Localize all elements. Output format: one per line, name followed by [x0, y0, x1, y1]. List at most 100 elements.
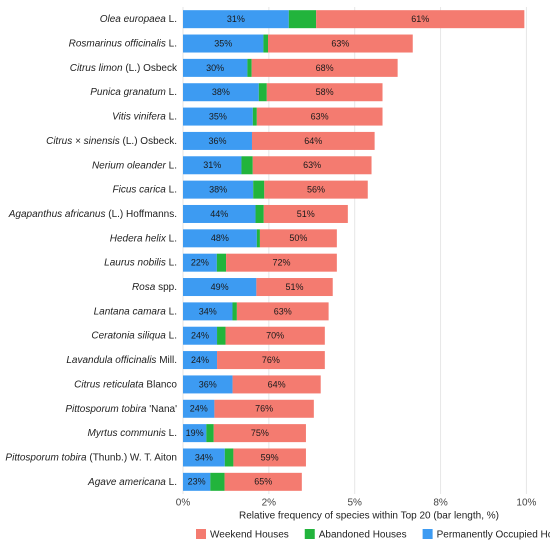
value-label: 59%	[261, 452, 279, 462]
bar-segment	[252, 156, 372, 175]
value-label: 34%	[199, 306, 217, 316]
bar-segment	[251, 58, 398, 77]
x-tick-label: 10%	[516, 498, 536, 509]
value-label: 76%	[262, 355, 280, 365]
x-axis-title: Relative frequency of species within Top…	[239, 511, 499, 522]
value-label: 38%	[209, 185, 227, 195]
bar-segment	[263, 34, 269, 53]
taxon: Ficus carica	[113, 184, 167, 195]
authority: L.	[169, 160, 177, 171]
category-label: Laurus nobilis L.	[104, 257, 177, 268]
bar-segment	[251, 131, 375, 150]
bar-segment	[232, 375, 321, 394]
x-tick-label: 2%	[262, 498, 277, 509]
bar-segment	[183, 58, 248, 77]
x-tick-label: 8%	[433, 498, 448, 509]
category-label: Citrus × sinensis (L.) Osbeck.	[46, 136, 177, 147]
value-label: 75%	[251, 428, 269, 438]
category-label: Rosa spp.	[132, 282, 177, 293]
authority: L.	[169, 330, 177, 341]
bar-segment	[225, 326, 325, 345]
category-label: Punica granatum L.	[90, 87, 177, 98]
legend-swatch	[422, 529, 433, 539]
bar-segment	[233, 448, 306, 467]
value-label: 49%	[211, 282, 229, 292]
value-label: 51%	[297, 209, 315, 219]
legend-label: Permanently Occupied Houses	[437, 530, 550, 541]
bar-segment	[183, 156, 242, 175]
taxon: Laurus nobilis	[104, 257, 166, 268]
authority: (L.) Osbeck.	[123, 136, 177, 147]
bar-segment	[183, 204, 256, 223]
value-label: 19%	[186, 428, 204, 438]
category-label: Lavandula officinalis Mill.	[66, 355, 177, 366]
value-label: 31%	[227, 14, 245, 24]
bar-segment	[226, 253, 337, 272]
value-label: 23%	[188, 477, 206, 487]
bar-segment	[183, 326, 218, 345]
taxon: Punica granatum	[90, 87, 166, 98]
taxon: Agave americana	[87, 476, 166, 487]
bar-segment	[263, 204, 348, 223]
legend-label: Weekend Houses	[210, 530, 289, 541]
taxon: Rosa	[132, 282, 156, 293]
value-label: 68%	[316, 63, 334, 73]
bar-segment	[183, 302, 233, 321]
value-label: 24%	[191, 355, 209, 365]
value-label: 65%	[254, 477, 272, 487]
value-label: 63%	[274, 306, 292, 316]
value-label: 30%	[206, 63, 224, 73]
value-label: 56%	[307, 185, 325, 195]
taxon: Olea europaea	[100, 14, 167, 25]
legend-label: Abandoned Houses	[319, 530, 407, 541]
bar-segment	[183, 399, 215, 418]
value-label: 48%	[211, 233, 229, 243]
value-label: 58%	[316, 87, 334, 97]
legend-swatch	[196, 529, 206, 539]
bar-segment	[183, 448, 225, 467]
authority: spp.	[158, 282, 177, 293]
bar-segment	[213, 424, 306, 443]
category-label: Nerium oleander L.	[92, 160, 177, 171]
bar-segment	[183, 472, 211, 491]
authority: L.	[169, 428, 177, 439]
authority: L.	[169, 87, 177, 98]
bar-segment	[183, 229, 257, 248]
taxon: Agapanthus africanus	[8, 209, 106, 220]
x-tick-label: 0%	[176, 498, 191, 509]
value-label: 64%	[304, 136, 322, 146]
bar-segment	[247, 58, 252, 77]
bar-segment	[288, 10, 317, 29]
bar-segment	[183, 10, 289, 29]
category-label: Ficus carica L.	[113, 184, 177, 195]
grid	[182, 7, 527, 494]
authority: L.	[169, 111, 177, 122]
category-label: Citrus limon (L.) Osbeck	[70, 63, 178, 74]
value-label: 50%	[289, 233, 307, 243]
bar-segment	[217, 351, 325, 370]
taxon: Pittosporum tobira	[65, 403, 147, 414]
bar-segment	[216, 253, 227, 272]
category-label: Hedera helix L.	[110, 233, 177, 244]
authority: L.	[169, 306, 177, 317]
taxon: Citrus reticulata	[74, 379, 144, 390]
bar-segment	[183, 424, 207, 443]
value-label: 70%	[266, 331, 284, 341]
value-label: 38%	[212, 87, 230, 97]
authority: L.	[169, 257, 177, 268]
authority: (L.) Osbeck	[125, 63, 178, 74]
authority: 'Nana'	[149, 403, 177, 414]
bar-segment	[253, 180, 265, 199]
bar-segment	[183, 180, 254, 199]
bar-segment	[214, 399, 314, 418]
taxon: Myrtus communis	[88, 428, 166, 439]
value-label: 63%	[311, 111, 329, 121]
bar-segment	[183, 375, 233, 394]
value-label: 36%	[199, 379, 217, 389]
bar-segment	[255, 204, 264, 223]
value-label: 64%	[268, 379, 286, 389]
value-label: 31%	[203, 160, 221, 170]
category-label: Lantana camara L.	[94, 306, 177, 317]
bar-segment	[236, 302, 329, 321]
